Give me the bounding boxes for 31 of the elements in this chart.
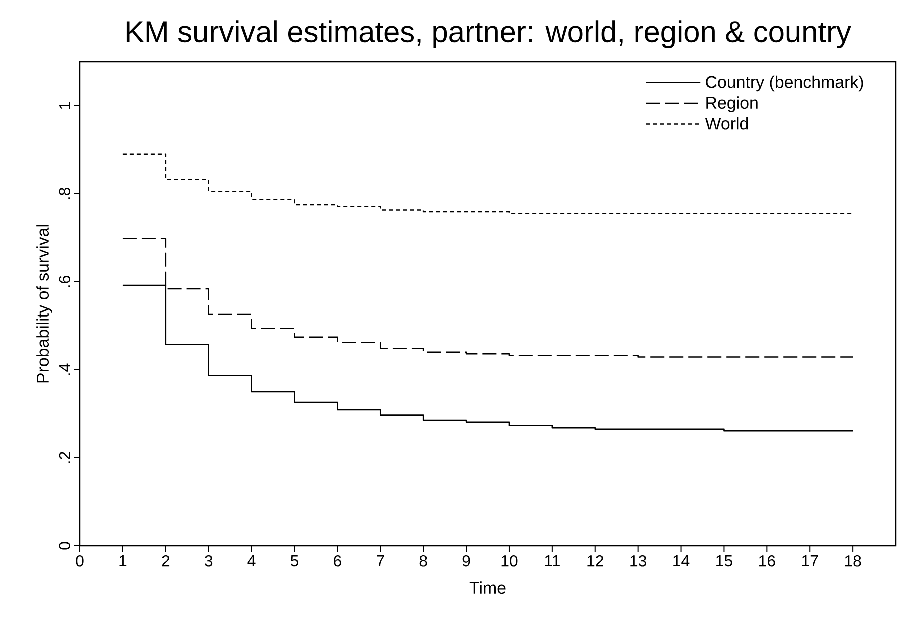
legend-label: World	[705, 117, 748, 130]
x-tick-label: 6	[334, 556, 342, 567]
x-tick-label: 11	[545, 556, 560, 566]
x-tick-label: 0	[76, 556, 84, 567]
x-tick-label: 12	[588, 556, 604, 567]
x-tick-label: 3	[205, 556, 213, 567]
chart-title: KM survival estimates, partner: world, region & country	[126, 20, 852, 48]
y-tick-label: .8	[59, 188, 70, 200]
x-axis-title: Time	[470, 582, 506, 594]
x-tick-label: 15	[716, 556, 732, 567]
legend-label: Region	[706, 96, 758, 112]
x-tick-label: 7	[377, 556, 384, 566]
x-tick-label: 5	[290, 556, 298, 567]
x-tick-label: 18	[845, 556, 862, 567]
x-tick-label: 4	[248, 556, 256, 566]
x-tick-label: 1	[120, 556, 127, 566]
x-tick-label: 2	[162, 556, 170, 567]
legend-label: Country (benchmark)	[706, 76, 864, 92]
x-tick-label: 10	[502, 556, 518, 567]
y-tick-label: .2	[59, 452, 70, 464]
x-tick-label: 13	[630, 556, 646, 567]
y-axis-title: Probability of survival	[36, 225, 52, 383]
y-tick-label: .6	[59, 276, 70, 288]
y-tick-label: 0	[59, 542, 70, 550]
y-tick-label: 1	[60, 102, 70, 110]
x-tick-label: 14	[674, 556, 690, 566]
x-tick-label: 9	[462, 556, 470, 567]
y-tick-label: .4	[60, 364, 70, 376]
x-tick-label: 8	[420, 556, 428, 567]
x-tick-label: 16	[760, 556, 776, 567]
x-tick-label: 17	[802, 556, 818, 566]
